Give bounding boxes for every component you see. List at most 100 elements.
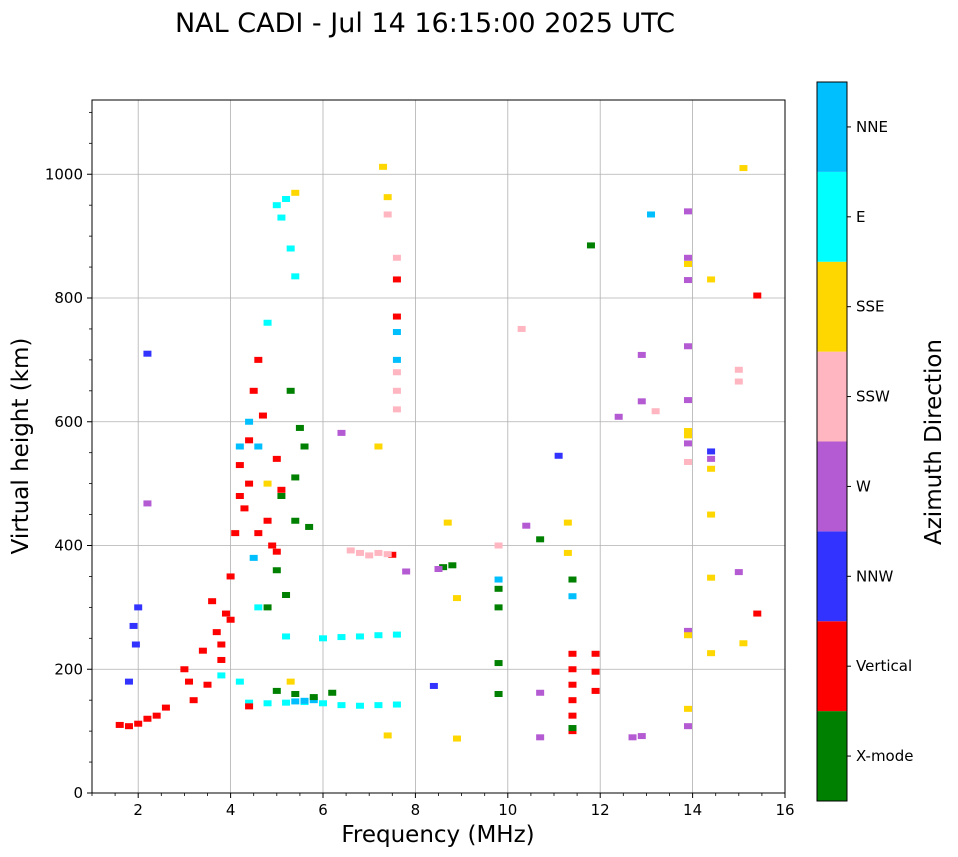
colorbar-tick-label: Vertical	[856, 657, 912, 675]
series-nnw	[124, 350, 716, 689]
data-point	[591, 687, 600, 694]
data-point	[734, 569, 743, 576]
data-point	[249, 554, 258, 561]
data-point	[494, 576, 503, 583]
data-point	[392, 631, 401, 638]
data-point	[235, 443, 244, 450]
data-point	[392, 387, 401, 394]
data-point	[753, 292, 762, 299]
data-point	[683, 440, 692, 447]
data-point	[180, 666, 189, 673]
y-tick-label: 600	[54, 413, 83, 431]
data-point	[753, 610, 762, 617]
data-point	[309, 694, 318, 701]
data-point	[300, 697, 309, 704]
data-point	[494, 660, 503, 667]
data-point	[240, 505, 249, 512]
data-point	[637, 398, 646, 405]
colorbar-tick-label: SSW	[856, 388, 890, 406]
data-point	[249, 387, 258, 394]
data-point	[586, 242, 595, 249]
data-point	[683, 208, 692, 215]
data-point	[300, 443, 309, 450]
data-point	[254, 604, 263, 611]
data-point	[374, 702, 383, 709]
data-point	[254, 530, 263, 537]
data-point	[707, 455, 716, 462]
data-point	[707, 650, 716, 657]
colorbar-swatch-e	[817, 171, 847, 262]
data-point	[739, 640, 748, 647]
colorbar-swatch-nne	[817, 82, 847, 172]
data-point	[309, 697, 318, 704]
data-point	[277, 486, 286, 493]
colorbar-swatch-sse	[817, 261, 847, 352]
data-point	[683, 260, 692, 267]
series-e	[217, 196, 401, 709]
data-point	[734, 378, 743, 385]
data-point	[739, 165, 748, 172]
data-point	[268, 542, 277, 549]
x-tick-label: 12	[591, 801, 610, 819]
data-point	[258, 412, 267, 419]
data-point	[291, 474, 300, 481]
x-axis-label: Frequency (MHz)	[341, 822, 534, 848]
y-tick-label: 800	[54, 289, 83, 307]
data-point	[328, 689, 337, 696]
data-point	[494, 542, 503, 549]
colorbar-swatch-ssw	[817, 351, 847, 442]
data-point	[494, 585, 503, 592]
colorbar-tick-label: E	[856, 208, 865, 226]
data-point	[337, 634, 346, 641]
data-point	[392, 369, 401, 376]
y-tick-label: 1000	[45, 165, 83, 183]
colorbar-tick-label: NNW	[856, 567, 893, 585]
colorbar-swatch-x-mode	[817, 711, 847, 801]
data-point	[245, 480, 254, 487]
data-point	[707, 276, 716, 283]
data-point	[295, 424, 304, 431]
data-point	[637, 351, 646, 358]
data-point	[392, 276, 401, 283]
data-point	[402, 568, 411, 575]
data-point	[305, 523, 314, 530]
data-point	[337, 702, 346, 709]
data-point	[221, 610, 230, 617]
data-point	[707, 574, 716, 581]
data-point	[272, 687, 281, 694]
data-point	[517, 325, 526, 332]
data-point	[536, 734, 545, 741]
data-point	[319, 700, 327, 707]
data-point	[282, 592, 291, 598]
colorbar-label: Azimuth Direction	[921, 339, 947, 545]
data-point	[263, 604, 272, 611]
data-point	[494, 691, 503, 697]
data-point	[134, 720, 143, 727]
data-point	[434, 566, 443, 573]
data-point	[568, 728, 577, 735]
series-x-mode	[263, 242, 595, 732]
x-tick-label: 6	[318, 801, 328, 819]
data-point	[272, 202, 281, 209]
data-point	[263, 700, 272, 707]
data-point	[286, 245, 295, 252]
y-axis-label: Virtual height (km)	[8, 338, 34, 555]
colorbar-tick-label: X-mode	[856, 747, 913, 765]
x-tick-label: 4	[226, 801, 236, 819]
data-point	[355, 549, 364, 556]
data-point	[443, 519, 452, 526]
data-point	[683, 432, 692, 439]
colorbar-swatch-w	[817, 441, 847, 532]
series-w	[143, 208, 743, 741]
data-point	[628, 734, 637, 741]
data-point	[392, 356, 401, 363]
data-point	[291, 517, 300, 524]
x-tick-label: 14	[683, 801, 702, 819]
chart-title: NAL CADI - Jul 14 16:15:00 2025 UTC	[175, 8, 675, 39]
data-point	[494, 604, 503, 611]
data-point	[683, 723, 692, 730]
data-point	[263, 517, 272, 524]
data-point	[392, 329, 401, 336]
data-point	[272, 567, 281, 574]
series-sse	[263, 163, 748, 742]
